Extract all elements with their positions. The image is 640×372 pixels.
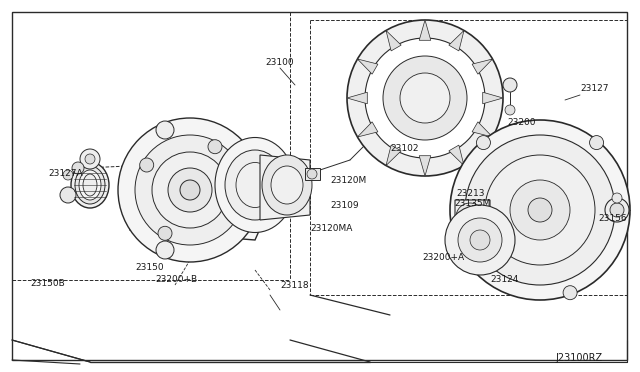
Circle shape — [72, 162, 84, 174]
Circle shape — [462, 209, 478, 225]
Text: 23135M: 23135M — [454, 199, 490, 208]
Circle shape — [347, 20, 503, 176]
Text: 23124: 23124 — [490, 276, 518, 285]
Circle shape — [400, 73, 450, 123]
Polygon shape — [386, 31, 401, 51]
Circle shape — [470, 230, 490, 250]
Ellipse shape — [215, 138, 295, 232]
Ellipse shape — [75, 166, 105, 204]
Polygon shape — [130, 155, 275, 240]
Polygon shape — [358, 59, 378, 74]
Polygon shape — [449, 145, 464, 166]
Circle shape — [168, 168, 212, 212]
Ellipse shape — [71, 162, 109, 208]
Circle shape — [158, 226, 172, 240]
Ellipse shape — [271, 166, 303, 204]
Ellipse shape — [236, 163, 274, 208]
Text: 23127: 23127 — [580, 83, 609, 93]
Circle shape — [612, 193, 622, 203]
Circle shape — [610, 203, 624, 217]
Polygon shape — [472, 59, 493, 74]
Ellipse shape — [262, 155, 312, 215]
Text: 23200+A: 23200+A — [422, 253, 464, 263]
Circle shape — [365, 38, 485, 158]
Circle shape — [208, 140, 222, 154]
Circle shape — [60, 187, 76, 203]
Circle shape — [450, 120, 630, 300]
Circle shape — [528, 198, 552, 222]
Ellipse shape — [79, 170, 101, 200]
Polygon shape — [358, 122, 378, 137]
Circle shape — [445, 205, 515, 275]
Text: 23200+B: 23200+B — [155, 276, 197, 285]
Circle shape — [503, 78, 517, 92]
Circle shape — [227, 208, 240, 222]
Text: 23127A: 23127A — [48, 169, 83, 177]
Circle shape — [505, 105, 515, 115]
Ellipse shape — [225, 150, 285, 220]
Ellipse shape — [83, 174, 97, 196]
Circle shape — [563, 286, 577, 300]
Circle shape — [456, 203, 484, 231]
Circle shape — [180, 180, 200, 200]
Circle shape — [152, 152, 228, 228]
Polygon shape — [260, 155, 310, 220]
Polygon shape — [472, 122, 493, 137]
Circle shape — [510, 180, 570, 240]
Text: J23100RZ: J23100RZ — [555, 353, 602, 363]
Circle shape — [485, 155, 595, 265]
Text: 23150B: 23150B — [30, 279, 65, 289]
Polygon shape — [305, 168, 320, 180]
Circle shape — [156, 241, 174, 259]
Text: 23200: 23200 — [507, 118, 536, 126]
Circle shape — [135, 135, 245, 245]
Text: 23156: 23156 — [598, 214, 627, 222]
Polygon shape — [419, 20, 431, 40]
Circle shape — [458, 218, 502, 262]
Circle shape — [307, 169, 317, 179]
Circle shape — [80, 149, 100, 169]
Text: 23118: 23118 — [280, 280, 308, 289]
Circle shape — [383, 56, 467, 140]
Circle shape — [118, 118, 262, 262]
Circle shape — [589, 135, 604, 150]
Text: 23150: 23150 — [135, 263, 164, 273]
Polygon shape — [449, 31, 464, 51]
Circle shape — [140, 158, 154, 172]
Polygon shape — [419, 156, 431, 176]
Text: 23109: 23109 — [330, 201, 358, 209]
Text: 23102: 23102 — [390, 144, 419, 153]
Circle shape — [476, 135, 490, 150]
Circle shape — [85, 154, 95, 164]
Polygon shape — [483, 92, 503, 104]
Text: 23100: 23100 — [265, 58, 294, 67]
Text: 23213: 23213 — [456, 189, 484, 198]
Circle shape — [465, 135, 615, 285]
Circle shape — [156, 121, 174, 139]
Text: 23120M: 23120M — [330, 176, 366, 185]
Circle shape — [605, 198, 629, 222]
Circle shape — [457, 247, 471, 261]
Text: 23120MA: 23120MA — [310, 224, 353, 232]
Circle shape — [63, 170, 73, 180]
Polygon shape — [455, 200, 490, 240]
Polygon shape — [386, 145, 401, 166]
Polygon shape — [347, 92, 367, 104]
